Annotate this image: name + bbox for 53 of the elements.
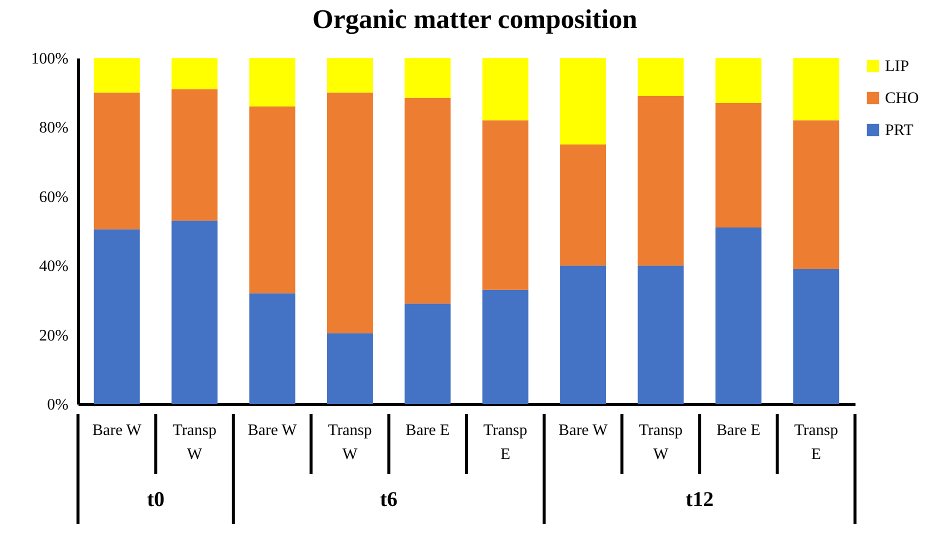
bar [715, 102, 762, 228]
x-tick-label: Bare E [406, 422, 450, 439]
bar [482, 58, 528, 120]
bar [793, 269, 840, 404]
y-tick-label: 100% [31, 50, 68, 68]
bar [94, 229, 140, 404]
bar [560, 144, 606, 266]
x-tick-label: Transp E [794, 422, 838, 463]
bar [172, 89, 218, 221]
bar [715, 58, 762, 103]
bar [326, 333, 373, 404]
x-tick-label: Transp W [172, 422, 216, 463]
y-tick-label: 40% [39, 258, 68, 276]
bar [172, 58, 218, 90]
x-tick-label: Bare W [92, 422, 142, 439]
text: t12 [686, 487, 714, 511]
y-tick-label: 20% [39, 327, 68, 344]
text: t0 [146, 487, 164, 511]
y-tick-label: 80% [39, 120, 68, 137]
legend-label: LIP [885, 58, 910, 75]
x-tick-label: Transp W [328, 422, 372, 463]
legend-label: CHO [885, 90, 919, 107]
chart-title: Organic matter composition [312, 4, 638, 34]
x-tick-label: Bare W [558, 422, 608, 439]
bar [94, 92, 140, 230]
bar [404, 304, 451, 404]
bar [249, 106, 296, 294]
bar [793, 120, 840, 270]
bar [482, 290, 528, 404]
x-tick-label: Transp E [483, 422, 528, 463]
bar [249, 293, 296, 404]
bar [404, 98, 451, 304]
text: t6 [380, 487, 398, 511]
bar [94, 58, 140, 93]
bar [560, 58, 606, 144]
y-tick-label: 60% [39, 188, 68, 206]
x-tick-label: Bare E [716, 422, 760, 439]
x-tick-label: Bare W [248, 422, 298, 439]
bar [638, 58, 684, 96]
bar [560, 266, 606, 404]
x-tick-label: Transp W [638, 422, 683, 463]
bar [715, 228, 762, 404]
bar [404, 58, 451, 98]
bar [482, 120, 528, 290]
bar [326, 58, 373, 93]
bar [638, 266, 684, 404]
bar [638, 96, 684, 266]
legend-label: PRT [885, 122, 914, 139]
bar [172, 220, 218, 404]
bar [326, 92, 373, 334]
bar [793, 58, 840, 120]
y-tick-label: 0% [47, 396, 68, 414]
bar [249, 58, 296, 106]
